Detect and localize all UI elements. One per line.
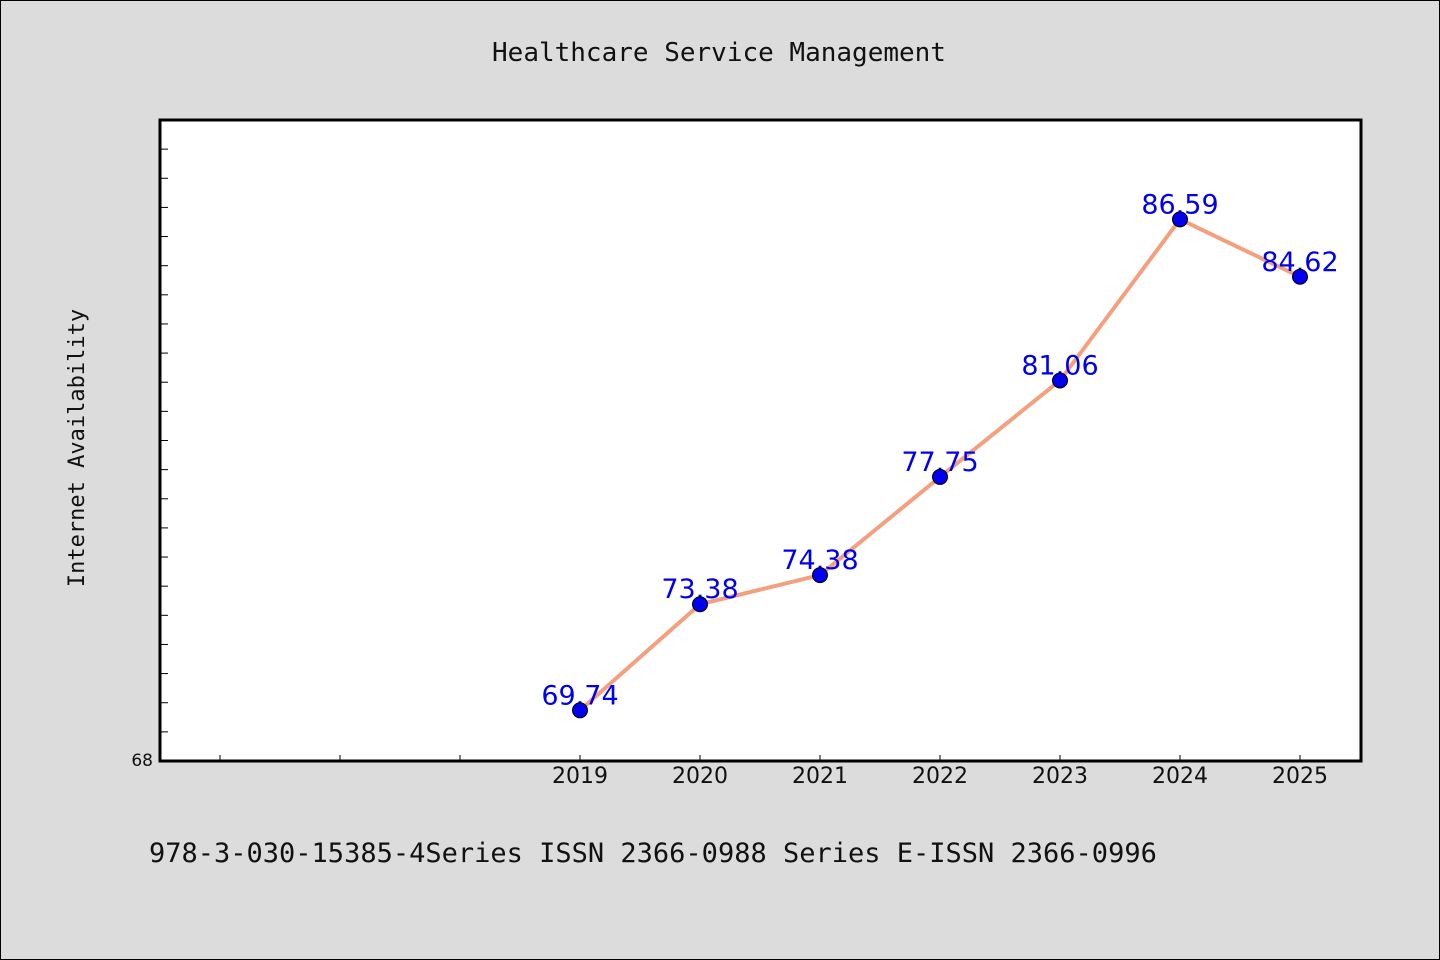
data-markers [572,211,1308,719]
data-labels: 69.74 73.38 74.38 77.75 81.06 86.59 84.6… [541,189,1338,711]
data-point [1292,268,1308,285]
y-axis-label: Internet Availability [65,309,90,587]
x-tick-label: 2024 [1152,764,1208,789]
y-axis-ticks [160,148,168,733]
data-point [692,596,708,613]
data-point [932,468,948,485]
data-point [572,702,588,719]
chart-title: Healthcare Service Management [492,38,946,68]
plot-area [158,118,1363,763]
y-tick-label: 68 [131,751,153,771]
x-tick-label: 2023 [1032,764,1088,789]
footer-text: 978-3-030-15385-4Series ISSN 2366-0988 S… [149,838,1157,869]
data-point [812,567,828,584]
x-tick-label: 2022 [912,764,968,789]
x-tick-label: 2020 [672,764,728,789]
x-axis-ticks [219,755,1301,761]
x-tick-label: 2019 [552,764,608,789]
data-point [1172,211,1188,228]
data-point [1052,372,1068,389]
x-tick-label: 2021 [792,764,848,789]
x-tick-label: 2025 [1272,764,1328,789]
x-tick-labels: 2019 2020 2021 2022 2023 2024 2025 [552,764,1328,789]
